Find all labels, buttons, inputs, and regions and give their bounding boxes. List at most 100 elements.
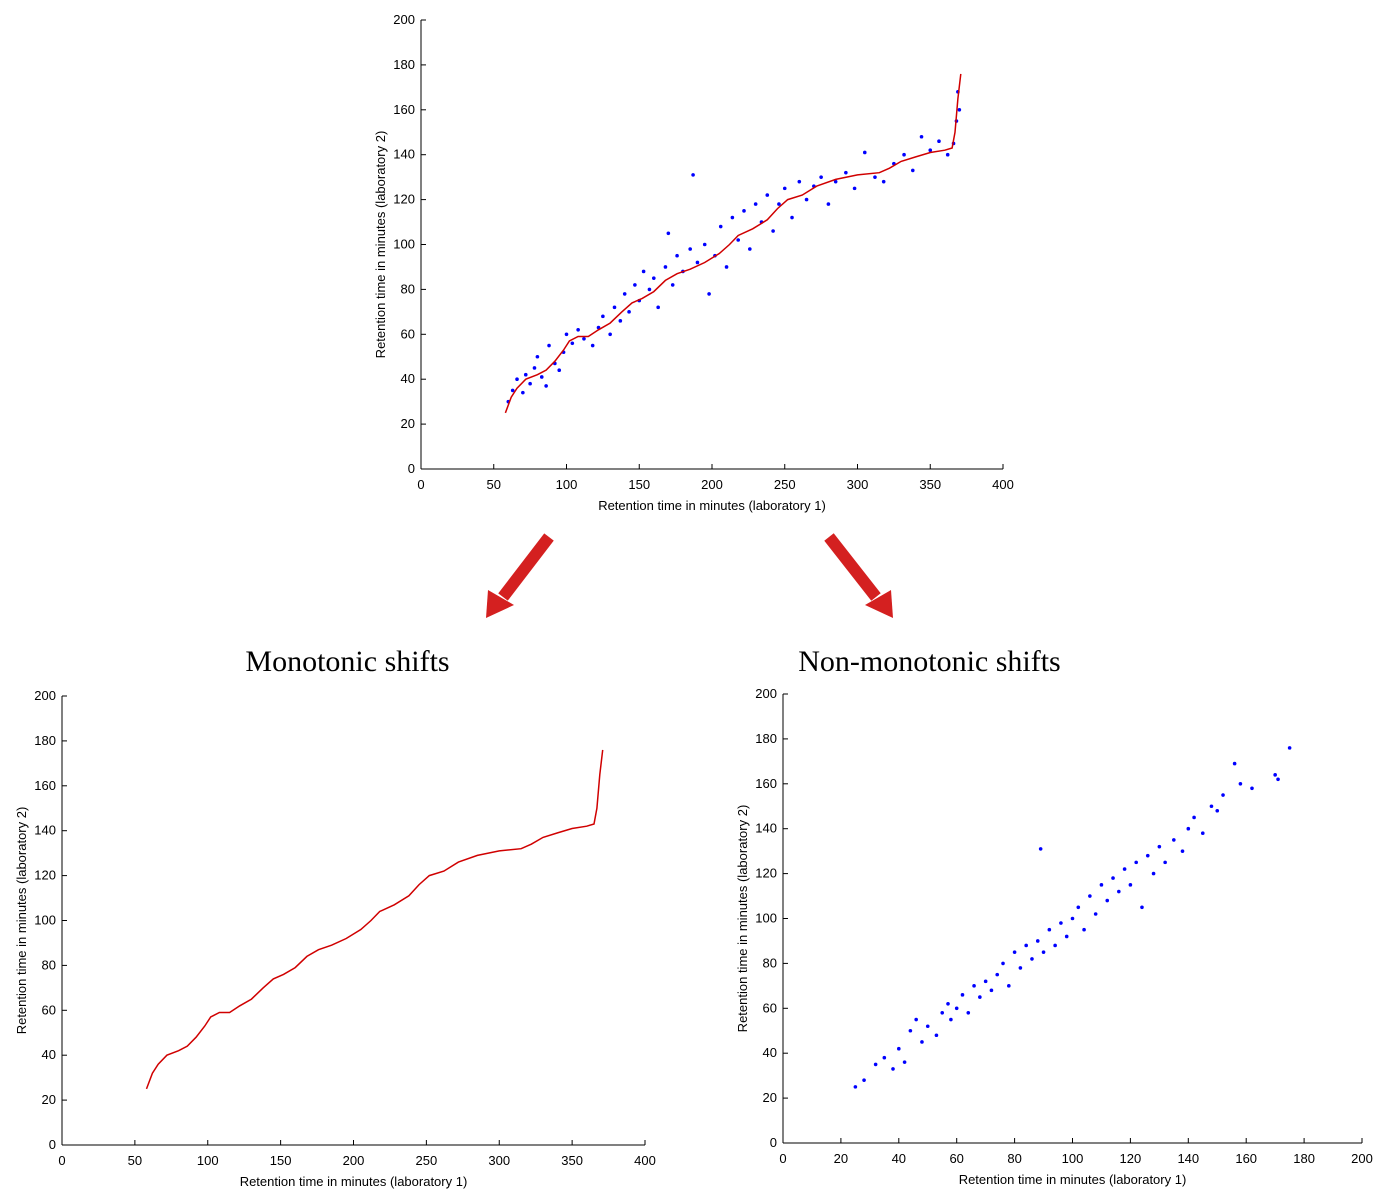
point bbox=[521, 390, 525, 395]
point bbox=[819, 175, 823, 179]
point bbox=[576, 328, 580, 332]
x-tick-label: 0 bbox=[779, 1151, 786, 1166]
y-tick-label: 60 bbox=[763, 1000, 777, 1015]
x-tick-label: 100 bbox=[1062, 1151, 1084, 1166]
x-axis-label: Retention time in minutes (laboratory 1) bbox=[240, 1174, 468, 1189]
point bbox=[736, 238, 740, 242]
point bbox=[707, 292, 711, 296]
point bbox=[618, 319, 623, 323]
point bbox=[945, 152, 950, 157]
y-tick-label: 0 bbox=[408, 461, 415, 476]
point bbox=[1012, 950, 1017, 954]
point bbox=[670, 283, 675, 287]
y-tick-label: 80 bbox=[401, 281, 415, 296]
point bbox=[797, 179, 802, 184]
x-tick-label: 140 bbox=[1177, 1151, 1199, 1166]
point bbox=[1059, 921, 1063, 925]
point bbox=[1250, 786, 1254, 791]
point bbox=[978, 995, 982, 999]
point bbox=[925, 1024, 930, 1029]
point bbox=[1041, 950, 1046, 954]
point bbox=[1093, 912, 1098, 916]
point bbox=[523, 372, 528, 377]
y-tick-label: 100 bbox=[34, 913, 56, 928]
point bbox=[873, 1062, 878, 1067]
point bbox=[920, 1040, 924, 1044]
chart-title: Non-monotonic shifts bbox=[798, 645, 1061, 678]
point bbox=[535, 354, 540, 359]
point bbox=[1232, 761, 1237, 766]
point bbox=[582, 336, 586, 341]
arrow-right bbox=[824, 533, 893, 618]
point bbox=[641, 269, 646, 274]
x-tick-label: 200 bbox=[701, 477, 723, 492]
point bbox=[1287, 746, 1292, 750]
point bbox=[510, 388, 515, 393]
y-axis-label: Retention time in minutes (laboratory 2) bbox=[735, 805, 750, 1033]
point bbox=[1047, 927, 1052, 932]
arrow-left bbox=[486, 533, 554, 618]
point bbox=[564, 332, 569, 337]
y-tick-label: 120 bbox=[755, 866, 777, 881]
point bbox=[627, 310, 631, 314]
x-tick-label: 400 bbox=[634, 1153, 656, 1168]
x-tick-label: 160 bbox=[1235, 1151, 1257, 1166]
point bbox=[652, 276, 656, 280]
y-tick-label: 160 bbox=[393, 102, 415, 117]
point bbox=[539, 375, 544, 379]
x-tick-label: 100 bbox=[197, 1153, 219, 1168]
y-tick-label: 40 bbox=[763, 1045, 777, 1060]
point bbox=[777, 202, 781, 206]
point bbox=[1105, 898, 1110, 903]
x-tick-label: 20 bbox=[834, 1151, 848, 1166]
point bbox=[946, 1002, 950, 1006]
point bbox=[940, 1010, 945, 1015]
x-tick-label: 50 bbox=[128, 1153, 142, 1168]
point bbox=[1221, 793, 1225, 797]
point bbox=[908, 1028, 913, 1033]
x-tick-label: 300 bbox=[488, 1153, 510, 1168]
point bbox=[1273, 773, 1277, 777]
point bbox=[782, 186, 787, 191]
x-tick-label: 50 bbox=[487, 477, 501, 492]
point bbox=[891, 1067, 895, 1071]
x-tick-label: 200 bbox=[343, 1153, 365, 1168]
y-tick-label: 100 bbox=[755, 911, 777, 926]
point bbox=[957, 108, 962, 112]
point bbox=[656, 305, 660, 310]
y-tick-label: 0 bbox=[770, 1135, 777, 1150]
point bbox=[1070, 916, 1075, 921]
y-tick-label: 200 bbox=[755, 686, 777, 701]
point bbox=[1276, 777, 1280, 782]
point bbox=[919, 134, 924, 139]
point bbox=[989, 988, 994, 993]
y-tick-label: 140 bbox=[34, 823, 56, 838]
point bbox=[1157, 844, 1162, 849]
x-tick-label: 350 bbox=[561, 1153, 583, 1168]
point bbox=[937, 139, 941, 144]
point bbox=[804, 197, 809, 202]
point bbox=[612, 305, 617, 310]
x-tick-label: 60 bbox=[949, 1151, 963, 1166]
y-tick-label: 0 bbox=[49, 1137, 56, 1152]
x-tick-label: 300 bbox=[847, 477, 869, 492]
point bbox=[1082, 927, 1086, 932]
point bbox=[1186, 826, 1191, 831]
point bbox=[995, 972, 1000, 977]
point bbox=[1140, 905, 1144, 910]
point bbox=[742, 209, 746, 213]
point bbox=[1030, 957, 1034, 961]
point bbox=[1088, 894, 1092, 898]
y-tick-label: 100 bbox=[393, 237, 415, 252]
point bbox=[1001, 961, 1005, 966]
point bbox=[852, 186, 857, 191]
point bbox=[1145, 853, 1150, 858]
point bbox=[647, 287, 652, 292]
point bbox=[1192, 815, 1196, 820]
y-tick-label: 20 bbox=[401, 416, 415, 431]
point bbox=[695, 260, 700, 265]
y-tick-label: 40 bbox=[401, 371, 415, 386]
line bbox=[145, 749, 604, 1090]
y-axis-label: Retention time in minutes (laboratory 2) bbox=[14, 807, 29, 1035]
point bbox=[702, 242, 707, 247]
